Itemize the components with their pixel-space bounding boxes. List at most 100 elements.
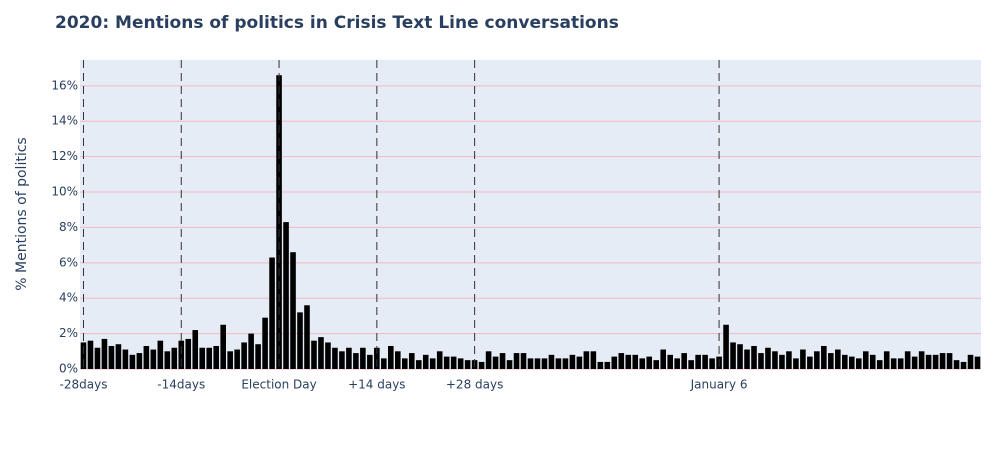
bar [457, 358, 464, 369]
bar [953, 360, 960, 369]
bar [925, 354, 932, 369]
bar [304, 305, 310, 369]
bar [702, 354, 708, 369]
bar [269, 257, 275, 369]
bar [80, 342, 87, 369]
bar [450, 356, 457, 369]
bar [876, 360, 883, 369]
bar [890, 358, 897, 369]
bar [667, 354, 673, 369]
bar [562, 358, 569, 369]
bar [388, 345, 394, 369]
bar [555, 358, 562, 369]
bar [339, 351, 345, 369]
bar [395, 351, 401, 369]
bar [185, 338, 192, 369]
bar [143, 345, 150, 369]
bar [527, 358, 534, 369]
bar [548, 354, 555, 369]
bar [192, 330, 199, 369]
bar [346, 347, 352, 369]
y-tick-label: 14% [51, 114, 78, 128]
bar [590, 351, 597, 369]
bar [765, 347, 771, 369]
bar [353, 353, 359, 369]
bar [639, 358, 646, 369]
bar [618, 353, 625, 369]
bar [164, 351, 171, 369]
bar [583, 351, 590, 369]
y-tick-label: 10% [51, 185, 78, 199]
bar [157, 340, 164, 369]
bar [332, 347, 338, 369]
bar [443, 356, 450, 369]
bar [862, 351, 869, 369]
bar [255, 344, 261, 369]
bar [220, 324, 226, 369]
bar [967, 354, 974, 369]
bar [325, 342, 331, 369]
x-tick-label: +28 days [446, 378, 503, 392]
bar [751, 345, 757, 369]
bar [534, 358, 541, 369]
bar [576, 356, 583, 369]
bar [318, 337, 324, 369]
bar [946, 353, 953, 369]
y-tick-label: 12% [51, 149, 78, 163]
bar [101, 338, 108, 369]
bar [227, 351, 233, 369]
bar [597, 361, 604, 369]
bar [695, 354, 701, 369]
y-axis-title: % Mentions of politics [14, 137, 30, 290]
bar [129, 354, 136, 369]
bar [723, 324, 729, 369]
bar [234, 349, 240, 369]
bar [883, 351, 890, 369]
bar [374, 347, 380, 369]
bar [835, 349, 841, 369]
y-tick-label: 8% [59, 220, 78, 234]
bar [478, 361, 485, 369]
bar [709, 358, 715, 369]
bar [408, 353, 415, 369]
bar [415, 360, 422, 369]
bar [429, 358, 436, 369]
plot-area [80, 60, 981, 369]
bar [758, 353, 764, 369]
bar [290, 252, 296, 369]
bar [786, 351, 792, 369]
bar [422, 354, 429, 369]
y-tick-label: 4% [59, 291, 78, 305]
y-tick-label: 6% [59, 255, 78, 269]
bar [115, 344, 122, 369]
bar [94, 347, 101, 369]
x-tick-label: Election Day [241, 378, 316, 392]
x-tick-label: -28days [60, 378, 108, 392]
bar [178, 340, 185, 369]
chart-title: 2020: Mentions of politics in Crisis Tex… [55, 13, 619, 33]
bar [737, 344, 743, 369]
bar [632, 354, 639, 369]
x-tick-label: -14days [157, 378, 205, 392]
bar [367, 354, 373, 369]
bar [381, 358, 387, 369]
bar [625, 354, 632, 369]
bar [604, 361, 611, 369]
bar [199, 347, 206, 369]
bar [401, 358, 408, 369]
bar [828, 353, 834, 369]
bar [206, 347, 213, 369]
bar [918, 351, 925, 369]
bar [855, 358, 862, 369]
bar [520, 353, 527, 369]
bar [974, 356, 981, 369]
bar [262, 317, 268, 369]
bar [800, 349, 806, 369]
bar [541, 358, 548, 369]
bar [506, 360, 513, 369]
y-tick-label: 16% [51, 78, 78, 92]
bar [492, 356, 499, 369]
bar [513, 353, 520, 369]
bar [688, 360, 694, 369]
bar [297, 312, 303, 369]
